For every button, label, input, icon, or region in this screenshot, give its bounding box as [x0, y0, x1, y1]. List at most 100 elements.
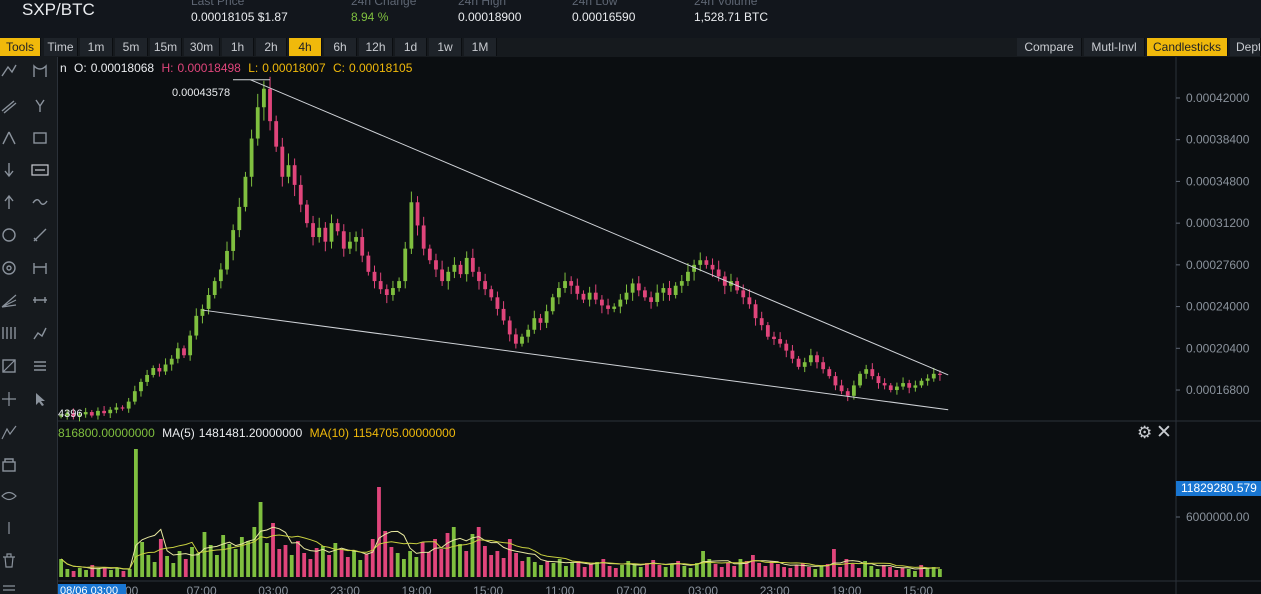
pitchfork-icon[interactable] [31, 97, 49, 115]
interval-1h[interactable]: 1h [222, 38, 254, 56]
arrow-up-icon[interactable] [0, 193, 18, 211]
brush-icon[interactable] [31, 226, 49, 244]
candle-body [341, 231, 346, 249]
interval-1M[interactable]: 1M [464, 38, 497, 56]
price-range-icon[interactable] [31, 259, 49, 277]
candle-body [821, 362, 826, 370]
volume-bar [71, 571, 76, 577]
high-label: H: [161, 61, 174, 75]
volume-bar [65, 569, 70, 577]
volume-stat: 24h Volume 1,528.71 BTC [694, 0, 768, 24]
gear-icon[interactable]: ⚙ [1137, 423, 1153, 442]
fib-fan-icon[interactable] [0, 291, 18, 309]
volume-bar [246, 541, 250, 577]
interval-12h[interactable]: 12h [359, 38, 393, 56]
interval-5m[interactable]: 5m [115, 38, 148, 56]
grid-icon[interactable] [0, 324, 18, 342]
eye-icon[interactable] [0, 487, 18, 505]
interval-1w[interactable]: 1w [429, 38, 462, 56]
more-tools-icon[interactable] [0, 577, 18, 594]
volume-bar [582, 567, 587, 577]
curve-icon[interactable] [31, 62, 49, 80]
interval-2h[interactable]: 2h [256, 38, 287, 56]
candle-body [526, 329, 531, 337]
candle-body [876, 376, 881, 384]
pair-title[interactable]: SXP/BTC [22, 0, 95, 19]
channel-icon[interactable] [0, 97, 18, 115]
volume-bar [127, 569, 132, 577]
volume-bar [140, 542, 145, 577]
candle-body [323, 227, 328, 242]
multi-interval-button[interactable]: Mutl-Invl [1084, 38, 1145, 56]
compare-button[interactable]: Compare [1017, 38, 1082, 56]
candle-body [169, 358, 174, 365]
interval-4h[interactable]: 4h [289, 38, 322, 56]
volume-bar [339, 549, 344, 577]
candle-body [225, 250, 229, 270]
drawing-tools-panel [0, 57, 58, 594]
volume-bar [751, 555, 755, 577]
volume-bar [813, 569, 818, 577]
interval-6h[interactable]: 6h [324, 38, 357, 56]
volume-bar [183, 559, 188, 577]
circle-icon[interactable] [0, 226, 18, 244]
chart-area[interactable]: 0.00042000 0.00038400 0.00034800 0.00031200… [58, 57, 1261, 594]
interval-1d[interactable]: 1d [395, 38, 427, 56]
price-volume-chart[interactable]: 0.00042000 0.00038400 0.00034800 0.00031200… [58, 57, 1261, 594]
candle-body [753, 304, 758, 319]
date-range-icon[interactable] [31, 291, 49, 309]
volume-bar [925, 568, 930, 577]
rectangle-icon[interactable] [31, 129, 49, 147]
volume-bar [532, 562, 537, 577]
volume-bar [414, 557, 419, 577]
candle-body [458, 264, 463, 275]
interval-30m[interactable]: 30m [184, 38, 220, 56]
high-stat: 24h High 0.00018900 [458, 0, 521, 24]
interval-15m[interactable]: 15m [150, 38, 182, 56]
crosshair-icon[interactable] [0, 390, 18, 408]
trendline-icon[interactable] [0, 62, 18, 80]
tools-button[interactable]: Tools [0, 38, 41, 56]
candle-body [538, 318, 543, 323]
volume-bar [458, 544, 462, 577]
time-tick-label: 15:00 [473, 584, 503, 594]
polyline-icon[interactable] [31, 324, 49, 342]
volume-bar [90, 565, 95, 577]
candle-body [157, 368, 162, 372]
depth-button[interactable]: Depth [1230, 38, 1261, 56]
wave-icon[interactable] [31, 193, 49, 211]
cursor-icon[interactable] [31, 390, 49, 408]
volume-bar [464, 551, 469, 577]
interval-1m[interactable]: 1m [80, 38, 113, 56]
volume-bar [632, 564, 637, 577]
pattern-icon[interactable] [0, 357, 18, 375]
volume-bar [875, 569, 880, 577]
candle-body [243, 176, 248, 207]
open-label: O: [74, 61, 87, 75]
settings-sliders-icon[interactable] [31, 357, 49, 375]
trash-icon[interactable] [0, 551, 18, 569]
candle-body [790, 350, 795, 359]
volume-bar [202, 532, 207, 577]
peak-price-label: 0.00043578 [172, 87, 231, 99]
volume-bar [327, 555, 332, 577]
candle-body [434, 260, 438, 270]
volume-bar [782, 567, 786, 577]
volume-bar [601, 559, 606, 577]
volume-bar [352, 551, 356, 577]
close-value: 0.00018105 [348, 61, 413, 75]
time-button[interactable]: Time [44, 38, 78, 56]
magnet-icon[interactable] [0, 423, 18, 441]
volume-bar [115, 568, 120, 577]
candle-body [163, 364, 168, 372]
target-icon[interactable] [0, 259, 18, 277]
lock-icon[interactable] [0, 455, 18, 473]
candlesticks-button[interactable]: Candlesticks [1147, 38, 1228, 56]
candle-body [354, 237, 358, 242]
measure-icon[interactable] [31, 161, 49, 179]
arrow-down-icon[interactable] [0, 161, 18, 179]
ray-icon[interactable] [0, 129, 18, 147]
close-icon[interactable]: ✕ [1156, 422, 1172, 443]
price-tick-label: 0.00038400 [1186, 133, 1250, 147]
volume-bar [863, 561, 868, 577]
